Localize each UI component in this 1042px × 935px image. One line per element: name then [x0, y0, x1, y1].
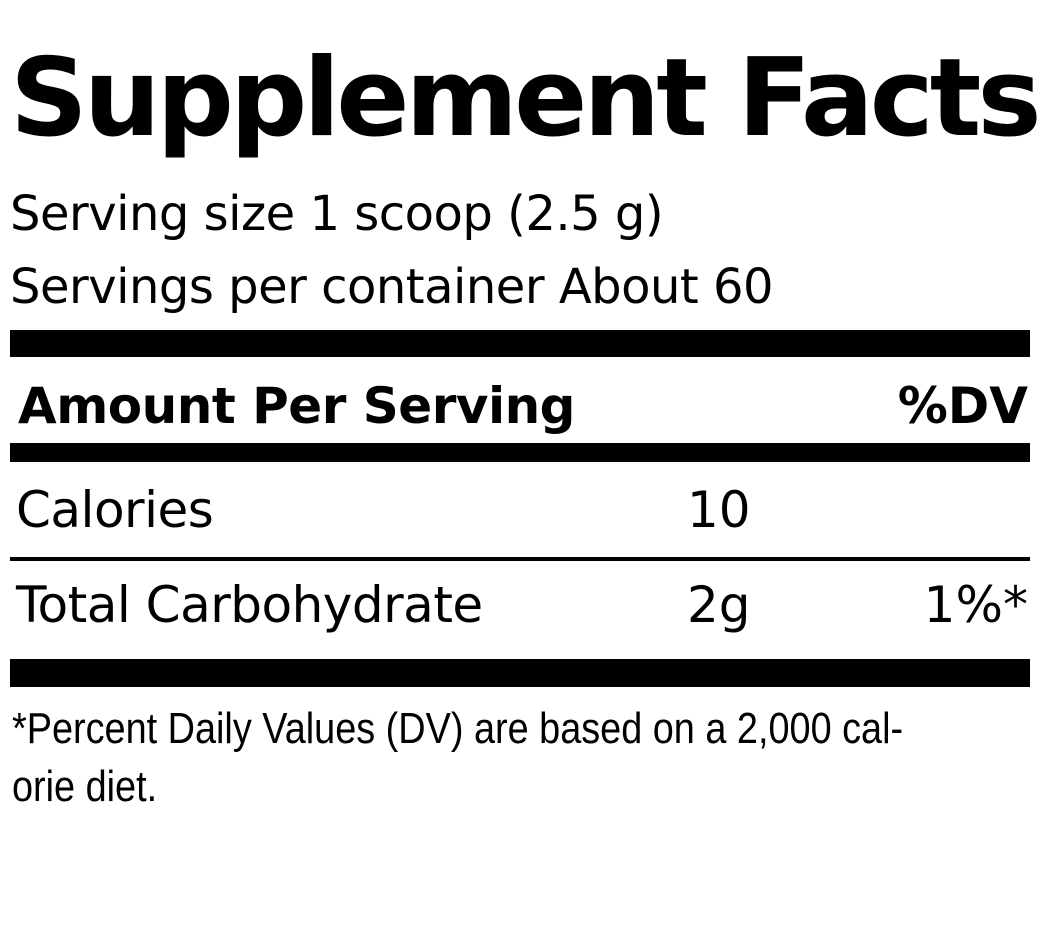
nutrient-amount-calories: 10 [687, 481, 751, 539]
footnote-line-1: *Percent Daily Values (DV) are based on … [12, 704, 904, 753]
amount-per-serving-header: Amount Per Serving [18, 377, 575, 435]
nutrient-name-calories: Calories [16, 481, 214, 539]
row-divider [10, 557, 1030, 561]
serving-size: Serving size 1 scoop (2.5 g) [10, 186, 664, 242]
header-divider [10, 443, 1030, 462]
panel-title: Supplement Facts [10, 36, 1042, 161]
nutrient-dv-total-carbohydrate: 1%* [923, 576, 1028, 634]
thick-divider-top [10, 330, 1030, 357]
servings-per-container: Servings per container About 60 [10, 259, 774, 315]
nutrient-amount-total-carbohydrate: 2g [687, 576, 751, 634]
thick-divider-bottom [10, 659, 1030, 687]
daily-value-footnote: *Percent Daily Values (DV) are based on … [12, 700, 904, 816]
footnote-line-2: orie diet. [12, 762, 158, 811]
dv-header: %DV [897, 377, 1028, 435]
nutrient-name-total-carbohydrate: Total Carbohydrate [16, 576, 483, 634]
